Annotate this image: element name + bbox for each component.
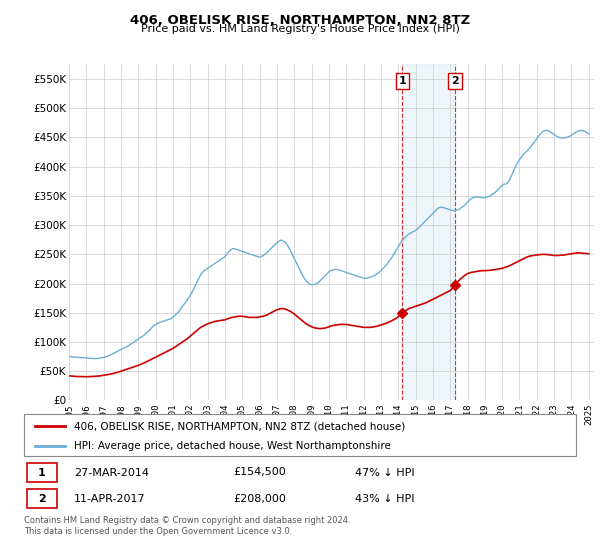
- Text: 406, OBELISK RISE, NORTHAMPTON, NN2 8TZ (detached house): 406, OBELISK RISE, NORTHAMPTON, NN2 8TZ …: [74, 421, 405, 431]
- Text: 2: 2: [38, 493, 46, 503]
- Bar: [402, 64, 455, 400]
- Text: 11-APR-2017: 11-APR-2017: [74, 493, 145, 503]
- Text: £208,000: £208,000: [234, 493, 287, 503]
- Text: HPI: Average price, detached house, West Northamptonshire: HPI: Average price, detached house, West…: [74, 441, 391, 451]
- Text: 2: 2: [451, 76, 459, 86]
- Text: £154,500: £154,500: [234, 468, 287, 478]
- Bar: [27, 463, 57, 482]
- Text: 1: 1: [398, 76, 406, 86]
- Text: Contains HM Land Registry data © Crown copyright and database right 2024.
This d: Contains HM Land Registry data © Crown c…: [24, 516, 350, 536]
- Text: 43% ↓ HPI: 43% ↓ HPI: [355, 493, 415, 503]
- Text: 47% ↓ HPI: 47% ↓ HPI: [355, 468, 415, 478]
- Text: 27-MAR-2014: 27-MAR-2014: [74, 468, 149, 478]
- Text: Price paid vs. HM Land Registry's House Price Index (HPI): Price paid vs. HM Land Registry's House …: [140, 24, 460, 34]
- Bar: [27, 489, 57, 508]
- Text: 406, OBELISK RISE, NORTHAMPTON, NN2 8TZ: 406, OBELISK RISE, NORTHAMPTON, NN2 8TZ: [130, 14, 470, 27]
- Text: 1: 1: [38, 468, 46, 478]
